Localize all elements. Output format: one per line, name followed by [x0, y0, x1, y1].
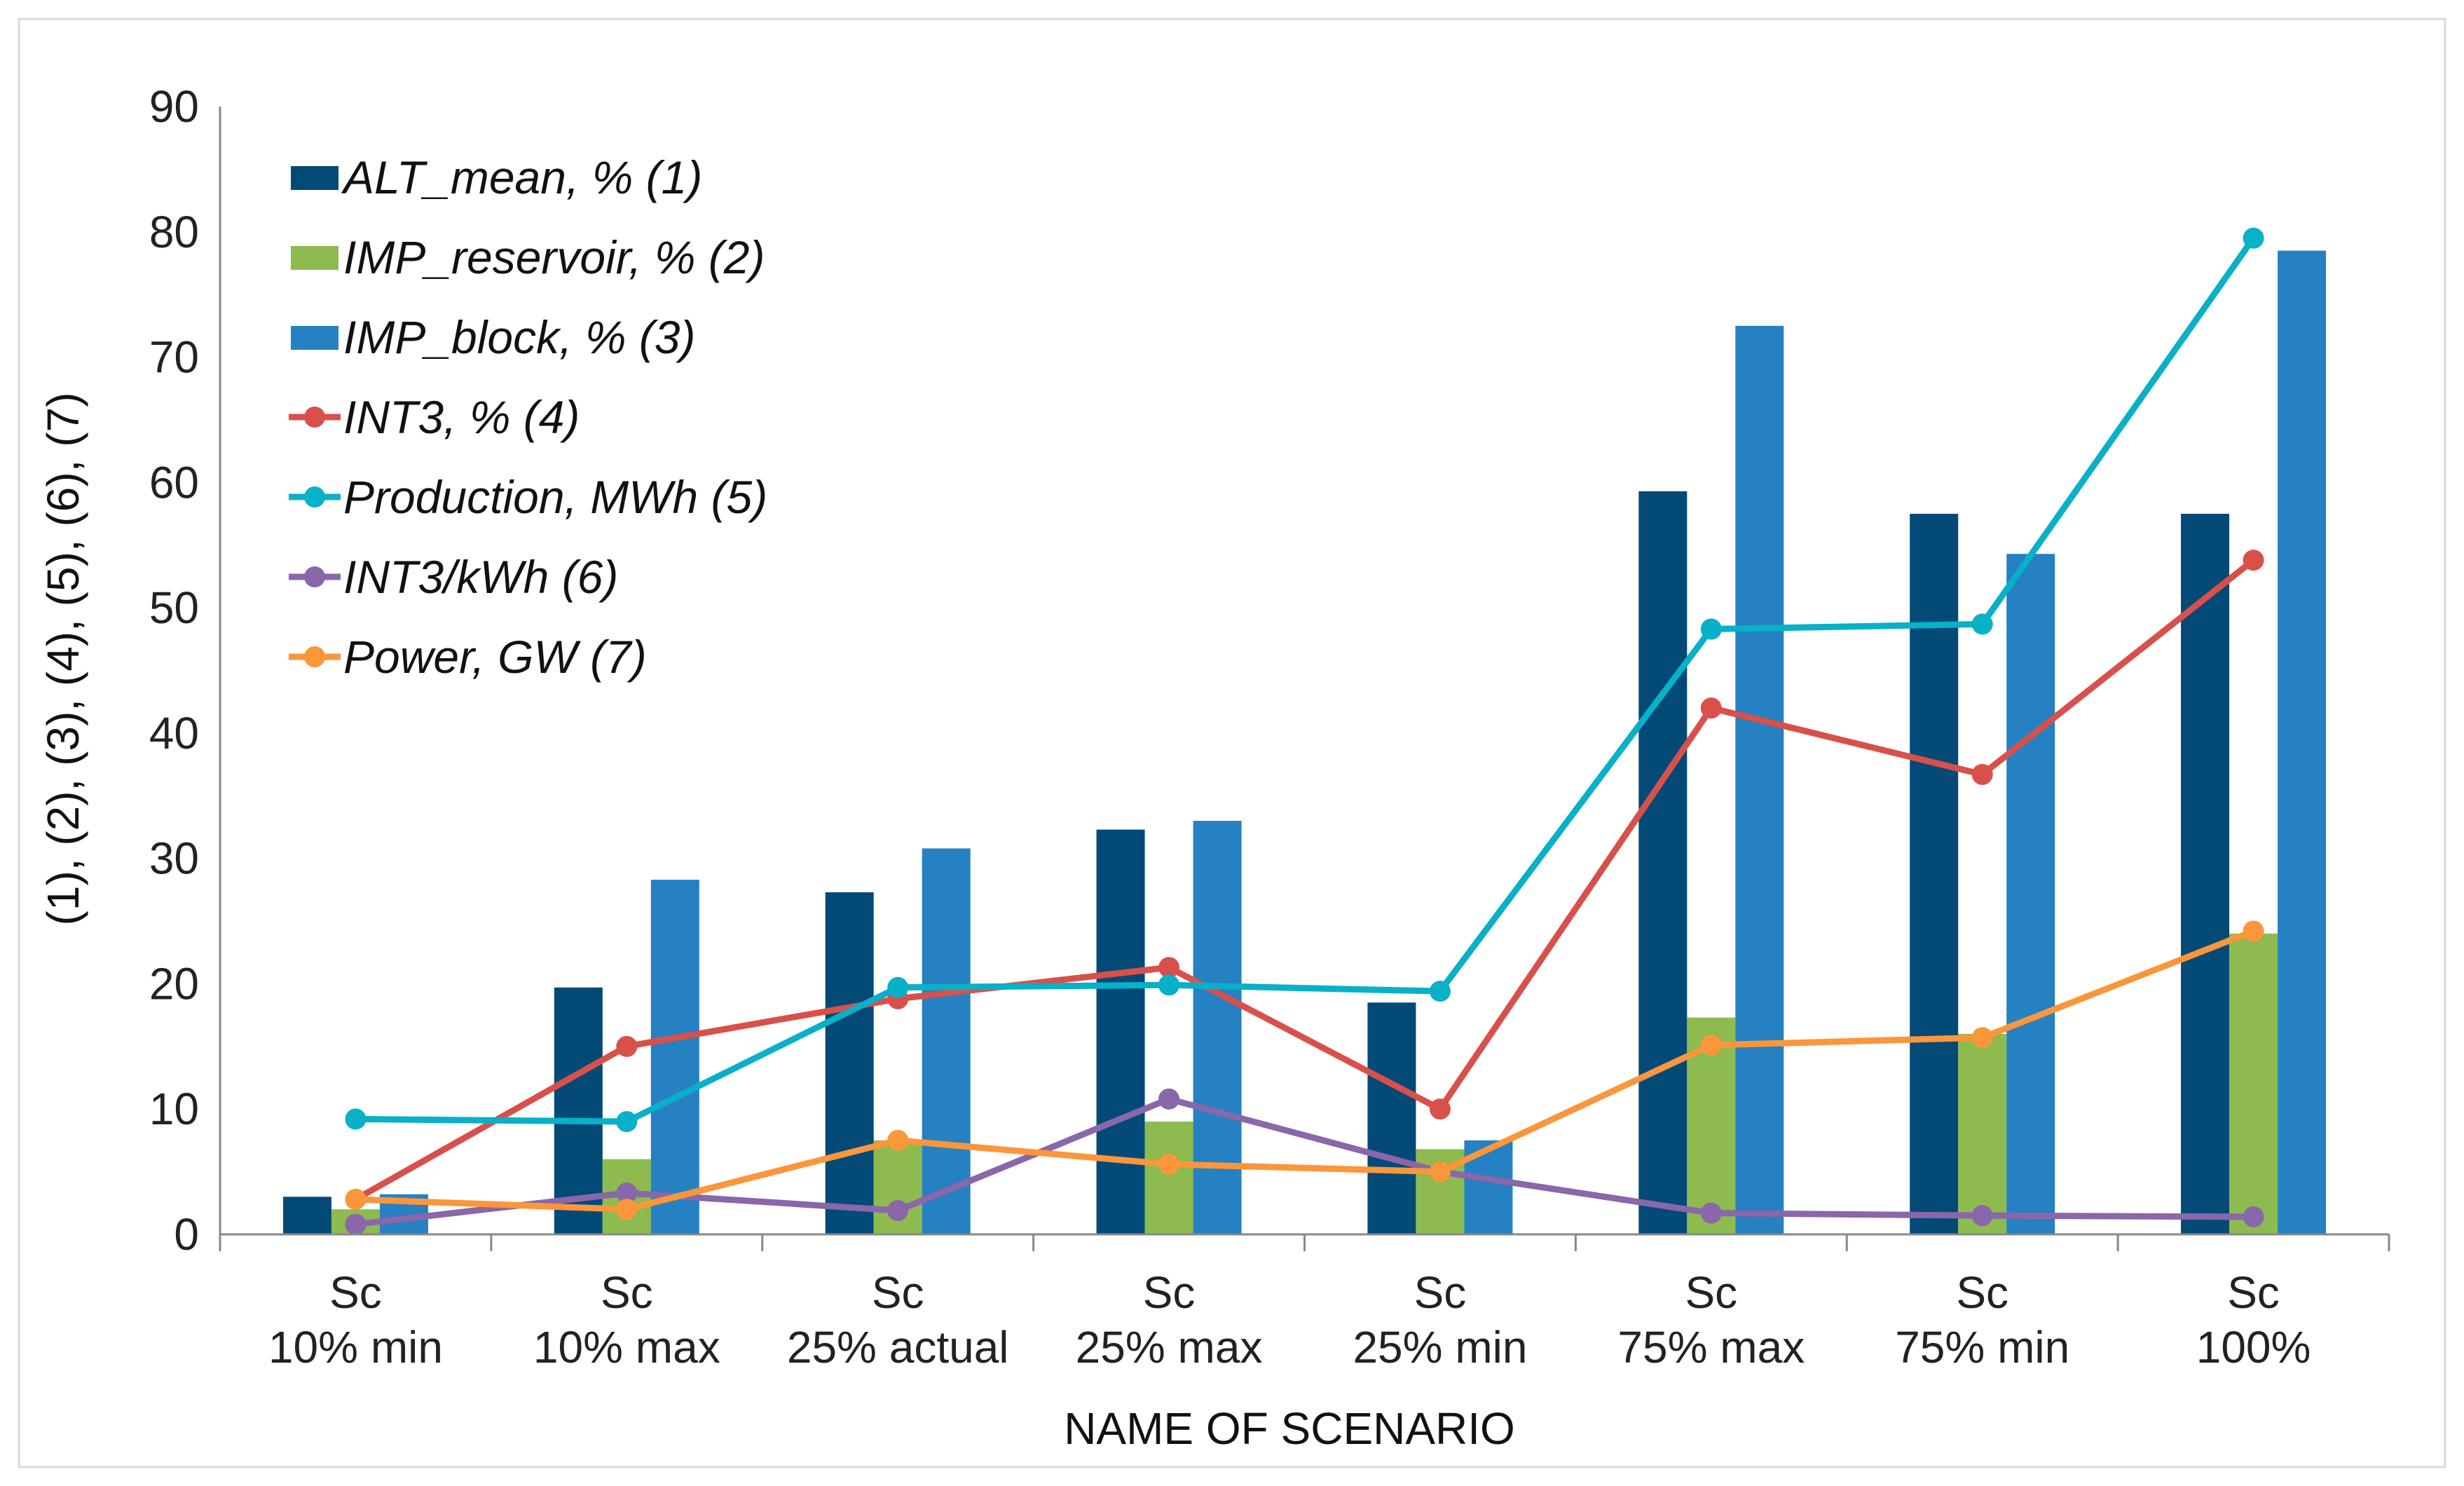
bar-alt-mean [1910, 514, 1959, 1234]
x-tick-label: Sc [1143, 1267, 1196, 1318]
point-int3-kwh [345, 1213, 367, 1235]
x-tick-label: 25% actual [787, 1322, 1009, 1372]
x-tick-label: 75% min [1895, 1322, 2069, 1372]
legend-marker [304, 646, 325, 667]
point-power [1429, 1161, 1451, 1182]
x-tick-label: 25% min [1353, 1322, 1527, 1372]
bar-imp-block [2006, 554, 2055, 1234]
x-tick-label: Sc [329, 1267, 382, 1318]
line-int3 [354, 557, 2256, 1202]
y-tick-label: 10 [149, 1084, 199, 1134]
point-production [887, 976, 909, 998]
point-production [1429, 981, 1451, 1002]
point-production [1158, 974, 1180, 996]
point-production [2243, 227, 2264, 249]
x-tick-label: Sc [872, 1267, 924, 1318]
legend-swatch [291, 166, 338, 190]
y-axis-label: (1), (2), (3), (4), (5), (6), (7) [38, 393, 88, 926]
point-power [1158, 1153, 1180, 1175]
bar-alt-mean [1096, 829, 1145, 1234]
bar-alt-mean [1367, 1002, 1416, 1234]
legend-label: INT3, % (4) [343, 391, 580, 443]
point-int3 [2243, 550, 2264, 571]
y-tick-label: 70 [149, 332, 199, 383]
y-tick-label: 0 [174, 1209, 199, 1260]
bar-imp-reservoir [1958, 1033, 2007, 1234]
x-axis-label: NAME OF SCENARIO [1064, 1403, 1515, 1454]
bar-alt-mean [825, 892, 874, 1234]
point-power [345, 1188, 367, 1210]
y-tick-label: 90 [149, 81, 199, 132]
point-int3 [616, 1035, 638, 1057]
point-int3 [1700, 697, 1722, 719]
point-int3 [1971, 763, 1993, 785]
legend-label: Production, MWh (5) [343, 471, 767, 523]
point-int3 [1158, 957, 1180, 979]
legend-label: ALT_mean, % (1) [341, 151, 702, 203]
point-int3-kwh [887, 1200, 909, 1222]
bar-alt-mean [554, 987, 603, 1234]
legend-marker [304, 407, 325, 428]
x-tick-label: 10% max [533, 1322, 720, 1372]
legend-label: Power, GW (7) [343, 631, 647, 683]
legend-label: IMP_reservoir, % (2) [343, 231, 765, 283]
x-tick-label: 10% min [268, 1322, 443, 1372]
bar-imp-block [922, 848, 971, 1234]
x-tick-label: Sc [1956, 1267, 2008, 1318]
y-tick-label: 20 [149, 958, 199, 1009]
legend-swatch [291, 326, 338, 350]
point-power [616, 1199, 638, 1220]
point-int3-kwh [616, 1182, 638, 1204]
point-production [616, 1111, 638, 1133]
y-tick-label: 80 [149, 207, 199, 257]
point-production [1971, 613, 1993, 635]
point-power [2243, 920, 2264, 942]
legend-marker [304, 566, 325, 587]
point-int3 [1429, 1098, 1451, 1120]
x-tick-label: Sc [601, 1267, 653, 1318]
bar-alt-mean [282, 1197, 331, 1234]
point-int3-kwh [1700, 1202, 1722, 1224]
bar-alt-mean [1638, 491, 1688, 1234]
y-tick-label: 50 [149, 582, 199, 633]
point-power [1700, 1035, 1722, 1056]
bar-imp-block [650, 880, 699, 1234]
line-production [355, 236, 2257, 1125]
x-tick-label: 100% [2196, 1322, 2311, 1372]
bar-alt-mean [2181, 514, 2230, 1234]
x-tick-label: Sc [1414, 1267, 1467, 1318]
point-power [887, 1129, 909, 1151]
bar-imp-block [1735, 325, 1784, 1235]
point-int3-kwh [2243, 1206, 2264, 1227]
legend-swatch [291, 246, 338, 270]
x-tick-label: 75% max [1617, 1322, 1805, 1372]
y-tick-label: 60 [149, 457, 199, 507]
bar-imp-block [2278, 250, 2327, 1234]
bar-imp-reservoir [2229, 933, 2278, 1234]
point-power [1971, 1027, 1993, 1049]
legend-marker [304, 486, 325, 507]
point-production [1700, 618, 1722, 640]
point-int3-kwh [1971, 1205, 1993, 1227]
point-int3-kwh [1158, 1088, 1180, 1110]
y-tick-label: 30 [149, 833, 199, 884]
bar-imp-block [1193, 821, 1242, 1234]
y-tick-label: 40 [149, 708, 199, 758]
line-power [355, 928, 2255, 1213]
legend-label: INT3/kWh (6) [343, 551, 618, 603]
point-production [345, 1108, 367, 1130]
legend-label: IMP_block, % (3) [343, 311, 695, 363]
bar-imp-reservoir [1144, 1122, 1193, 1234]
x-tick-label: Sc [2227, 1267, 2280, 1318]
x-tick-label: Sc [1685, 1267, 1737, 1318]
x-tick-label: 25% max [1076, 1322, 1263, 1372]
